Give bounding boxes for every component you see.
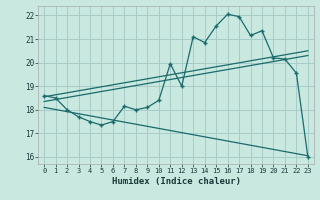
X-axis label: Humidex (Indice chaleur): Humidex (Indice chaleur) (111, 177, 241, 186)
